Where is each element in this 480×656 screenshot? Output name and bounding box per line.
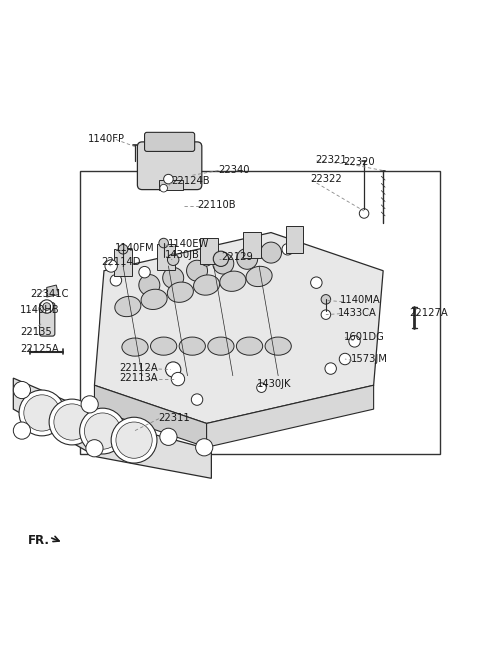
Text: 22113A: 22113A — [120, 373, 158, 383]
Circle shape — [201, 255, 212, 266]
Circle shape — [116, 422, 152, 459]
Circle shape — [237, 249, 258, 270]
Circle shape — [192, 394, 203, 405]
Circle shape — [81, 396, 98, 413]
Circle shape — [163, 268, 184, 289]
Text: 22341C: 22341C — [30, 289, 69, 298]
Circle shape — [160, 428, 177, 445]
Text: 22129: 22129 — [221, 253, 253, 262]
Circle shape — [282, 243, 293, 255]
Circle shape — [187, 260, 207, 281]
Ellipse shape — [208, 337, 234, 355]
Ellipse shape — [115, 297, 141, 317]
Circle shape — [196, 439, 213, 456]
Ellipse shape — [265, 337, 291, 355]
Circle shape — [349, 336, 360, 347]
Circle shape — [40, 300, 53, 313]
Circle shape — [213, 251, 228, 266]
Circle shape — [111, 417, 157, 463]
Circle shape — [213, 253, 234, 274]
Text: 1140MA: 1140MA — [340, 295, 381, 305]
Circle shape — [164, 174, 173, 184]
Circle shape — [160, 184, 168, 192]
FancyBboxPatch shape — [39, 302, 55, 336]
Circle shape — [360, 209, 369, 218]
Text: 22322: 22322 — [311, 174, 342, 184]
Text: 1601DG: 1601DG — [344, 331, 385, 342]
FancyBboxPatch shape — [286, 226, 303, 253]
FancyBboxPatch shape — [137, 142, 202, 190]
Circle shape — [80, 408, 125, 454]
Text: 22320: 22320 — [343, 157, 375, 167]
Polygon shape — [95, 233, 383, 423]
Circle shape — [171, 373, 185, 386]
Ellipse shape — [237, 337, 263, 355]
Text: 1430JB: 1430JB — [165, 251, 200, 260]
FancyBboxPatch shape — [144, 133, 195, 152]
Text: 1140FP: 1140FP — [88, 134, 125, 144]
Text: FR.: FR. — [28, 534, 49, 547]
Circle shape — [19, 390, 65, 436]
Text: 1140HB: 1140HB — [20, 305, 59, 316]
Circle shape — [49, 399, 95, 445]
Circle shape — [325, 363, 336, 375]
Circle shape — [168, 254, 179, 266]
Ellipse shape — [220, 271, 246, 291]
Text: 1433CA: 1433CA — [338, 308, 377, 318]
Text: 22110B: 22110B — [197, 200, 236, 211]
Circle shape — [105, 260, 117, 272]
Circle shape — [339, 354, 351, 365]
Ellipse shape — [151, 337, 177, 355]
Ellipse shape — [179, 337, 205, 355]
Circle shape — [257, 383, 266, 392]
Ellipse shape — [246, 266, 272, 287]
Circle shape — [118, 245, 128, 254]
Text: 22321: 22321 — [315, 155, 347, 165]
Circle shape — [24, 395, 60, 431]
Circle shape — [321, 295, 331, 304]
FancyBboxPatch shape — [159, 180, 183, 190]
Circle shape — [321, 310, 331, 319]
Circle shape — [110, 275, 121, 286]
FancyBboxPatch shape — [157, 243, 175, 270]
Ellipse shape — [122, 338, 148, 356]
Circle shape — [84, 413, 120, 449]
Ellipse shape — [141, 289, 167, 310]
Polygon shape — [95, 385, 206, 447]
Text: 22125A: 22125A — [21, 344, 59, 354]
Text: 22124B: 22124B — [171, 176, 209, 186]
Circle shape — [139, 275, 160, 296]
Circle shape — [43, 302, 50, 310]
FancyBboxPatch shape — [200, 238, 217, 264]
Text: 22340: 22340 — [218, 165, 250, 174]
Circle shape — [13, 381, 31, 399]
Text: 1573JM: 1573JM — [351, 354, 387, 364]
Polygon shape — [47, 285, 59, 297]
Circle shape — [139, 266, 150, 278]
Circle shape — [166, 362, 181, 377]
Text: 1140EW: 1140EW — [168, 239, 209, 249]
Circle shape — [86, 440, 103, 457]
Ellipse shape — [168, 282, 193, 302]
Polygon shape — [206, 385, 373, 447]
Text: 22311: 22311 — [158, 413, 190, 422]
Polygon shape — [13, 378, 211, 478]
Ellipse shape — [193, 275, 220, 295]
Text: 1140FM: 1140FM — [115, 243, 155, 253]
FancyBboxPatch shape — [115, 249, 132, 276]
Text: 1430JK: 1430JK — [257, 379, 291, 389]
Circle shape — [159, 238, 168, 248]
FancyBboxPatch shape — [243, 232, 261, 258]
Circle shape — [311, 277, 322, 289]
Circle shape — [54, 404, 90, 440]
Text: 22135: 22135 — [21, 327, 52, 337]
Circle shape — [13, 422, 31, 440]
Text: 22127A: 22127A — [409, 308, 448, 318]
Text: 22112A: 22112A — [120, 363, 158, 373]
Circle shape — [261, 242, 281, 263]
Text: 22114D: 22114D — [102, 257, 141, 267]
